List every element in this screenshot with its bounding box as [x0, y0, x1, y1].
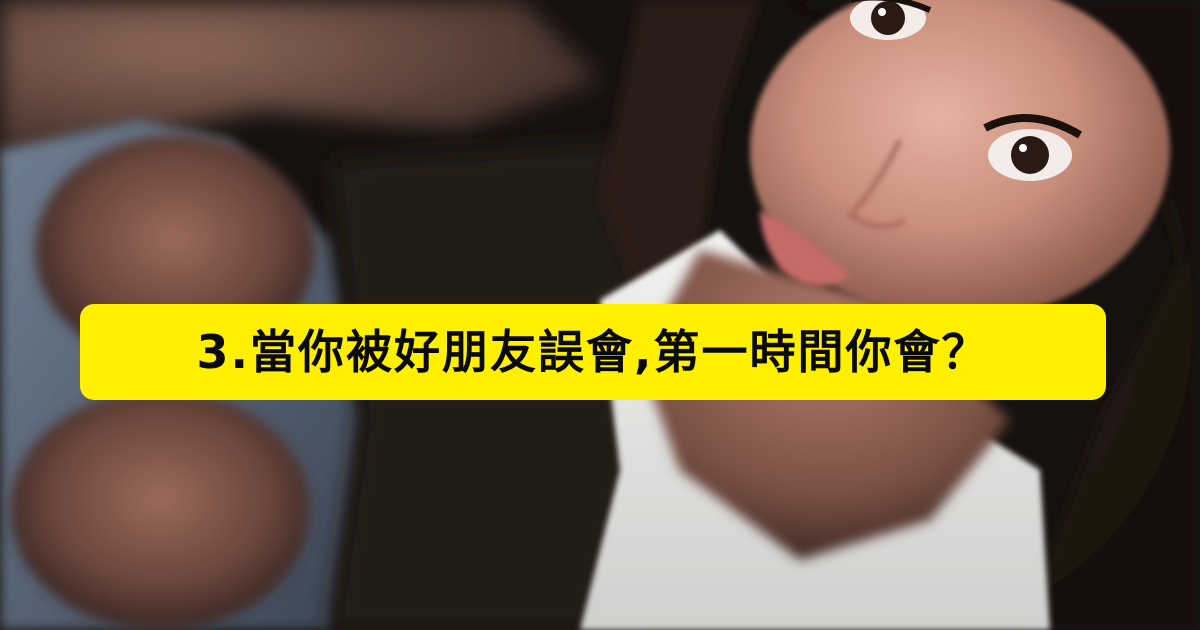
- question-text: 3.當你被好朋友誤會,第一時間你會？: [196, 325, 990, 379]
- question-banner: 3.當你被好朋友誤會,第一時間你會？: [80, 304, 1106, 400]
